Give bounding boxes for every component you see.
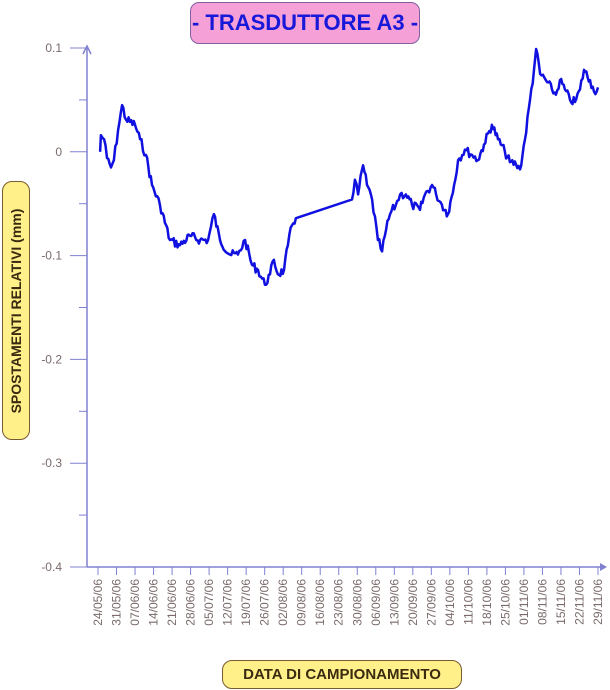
y-tick-label: -0.3: [41, 456, 62, 470]
axes: [82, 44, 607, 571]
y-tick-label: -0.2: [41, 352, 62, 366]
y-axis-label: SPOSTAMENTI RELATIVI (mm): [2, 181, 30, 440]
x-tick-label: 16/08/06: [313, 579, 327, 626]
x-tick-label: 29/11/06: [591, 579, 605, 625]
x-tick-label: 14/06/06: [147, 579, 161, 626]
y-tick-label: 0: [55, 145, 62, 159]
x-tick-label: 18/10/06: [480, 579, 494, 626]
y-tick-label: -0.4: [41, 560, 62, 574]
x-tick-label: 27/09/06: [424, 579, 438, 626]
series: [98, 47, 600, 286]
x-tick-label: 26/07/06: [258, 579, 272, 626]
x-tick-label: 07/06/06: [128, 579, 142, 626]
y-ticks: 0.1 0 -0.1 -0.2 -0.3 -0.4: [41, 41, 87, 574]
y-tick-label: 0.1: [45, 41, 62, 55]
x-tick-label: 02/08/06: [276, 579, 290, 626]
x-axis-label-text: DATA DI CAMPIONAMENTO: [243, 666, 441, 683]
y-axis-arrow: [82, 44, 92, 55]
x-tick-label: 30/08/06: [350, 579, 364, 626]
x-tick-label: 24/05/06: [91, 579, 105, 626]
chart-title: - TRASDUTTORE A3 -: [190, 2, 420, 44]
x-tick-label: 25/10/06: [498, 579, 512, 626]
x-tick-label: 08/11/06: [535, 579, 549, 625]
x-tick-label: 19/07/06: [239, 579, 253, 626]
x-axis-arrow: [600, 563, 607, 571]
x-tick-label: 11/10/06: [461, 579, 475, 625]
x-tick-label: 04/10/06: [443, 579, 457, 626]
x-ticks: 24/05/06 31/05/06 07/06/06 14/06/06 21/06/06…: [91, 567, 605, 626]
y-tick-label: -0.1: [41, 249, 62, 263]
x-tick-label: 15/11/06: [554, 579, 568, 625]
x-axis-label: DATA DI CAMPIONAMENTO: [222, 660, 462, 689]
chart-title-text: - TRASDUTTORE A3 -: [191, 10, 419, 35]
x-tick-label: 20/09/06: [406, 579, 420, 626]
x-tick-label: 13/09/06: [387, 579, 401, 626]
x-tick-label: 22/11/06: [572, 579, 586, 625]
x-tick-label: 31/05/06: [110, 579, 124, 626]
x-tick-label: 12/07/06: [221, 579, 235, 626]
x-tick-label: 09/08/06: [295, 579, 309, 626]
x-tick-label: 23/08/06: [332, 579, 346, 626]
x-tick-label: 05/07/06: [202, 579, 216, 626]
y-axis-label-text: SPOSTAMENTI RELATIVI (mm): [8, 208, 24, 413]
x-tick-label: 01/11/06: [517, 579, 531, 625]
x-tick-label: 21/06/06: [165, 579, 179, 626]
x-tick-label: 28/06/06: [184, 579, 198, 626]
series-line-A3: [98, 47, 600, 286]
x-tick-label: 06/09/06: [369, 579, 383, 626]
